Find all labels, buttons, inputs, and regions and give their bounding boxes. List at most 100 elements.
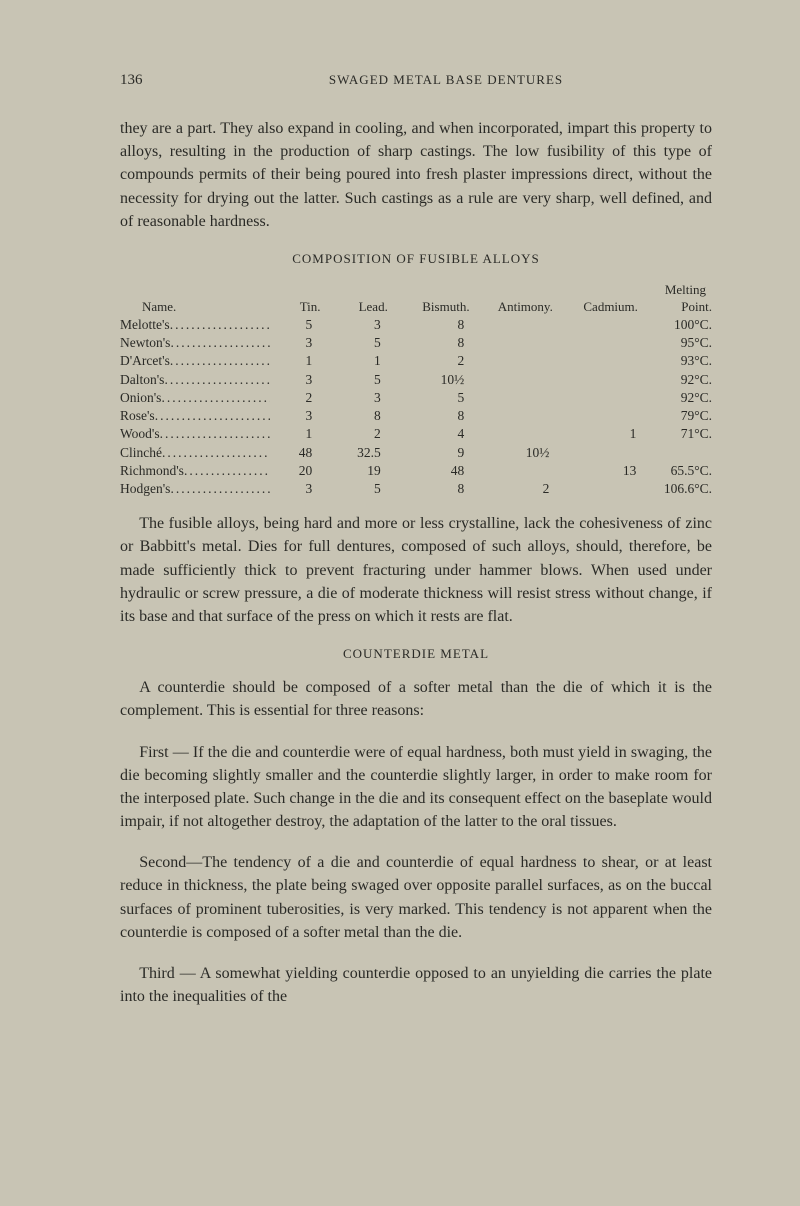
bismuth-value: 5: [395, 389, 474, 407]
alloy-name: Hodgen's ............................: [120, 480, 270, 498]
melting-point-value: [646, 444, 712, 462]
page-number: 136: [120, 72, 180, 89]
alloy-name: Newton's ............................: [120, 334, 270, 352]
melting-point-value: 92°C.: [646, 389, 712, 407]
tin-value: 1: [270, 352, 328, 370]
antimony-value: [474, 371, 559, 389]
alloy-name: Clinché ............................: [120, 444, 270, 462]
bismuth-value: 8: [395, 316, 474, 334]
col-header-cadmium: Cadmium.: [563, 298, 648, 316]
antimony-value: [474, 334, 559, 352]
col-header-bismuth: Bismuth.: [402, 298, 480, 316]
lead-value: 3: [328, 316, 395, 334]
table-title: COMPOSITION OF FUSIBLE ALLOYS: [120, 251, 712, 267]
lead-value: 5: [328, 334, 395, 352]
lead-value: 19: [328, 462, 395, 480]
antimony-value: 10½: [474, 444, 559, 462]
melting-point-value: 71°C.: [646, 425, 712, 443]
lead-value: 2: [328, 425, 395, 443]
bismuth-value: 8: [395, 407, 474, 425]
bismuth-value: 2: [395, 352, 474, 370]
lead-value: 8: [328, 407, 395, 425]
alloy-name: Dalton's ............................: [120, 371, 270, 389]
alloy-name: Melotte's ............................: [120, 316, 270, 334]
table-row: Wood's ............................12417…: [120, 425, 712, 443]
alloy-name: D'Arcet's ............................: [120, 352, 270, 370]
lead-value: 1: [328, 352, 395, 370]
paragraph-second: Second—The tendency of a die and counter…: [120, 851, 712, 944]
antimony-value: [474, 407, 559, 425]
cadmium-value: [559, 371, 646, 389]
lead-value: 32.5: [328, 444, 395, 462]
table-row: D'Arcet's ............................11…: [120, 352, 712, 370]
col-header-point: Point.: [648, 298, 712, 316]
paragraph-intro: they are a part. They also expand in coo…: [120, 117, 712, 233]
tin-value: 20: [270, 462, 328, 480]
table-row: Clinché ............................4832…: [120, 444, 712, 462]
tin-value: 1: [270, 425, 328, 443]
alloy-name: Wood's ............................: [120, 425, 270, 443]
table-row: Melotte's ............................53…: [120, 316, 712, 334]
col-header-tin: Tin.: [279, 298, 336, 316]
table-row: Dalton's ............................351…: [120, 371, 712, 389]
melting-point-value: 93°C.: [646, 352, 712, 370]
melting-point-value: 95°C.: [646, 334, 712, 352]
tin-value: 2: [270, 389, 328, 407]
antimony-value: [474, 462, 559, 480]
cadmium-value: 13: [559, 462, 646, 480]
bismuth-value: 10½: [395, 371, 474, 389]
table-row: Onion's ............................235 9…: [120, 389, 712, 407]
cadmium-value: [559, 389, 646, 407]
melting-point-value: 65.5°C.: [646, 462, 712, 480]
antimony-value: [474, 425, 559, 443]
composition-table: Melting Name. Tin. Lead. Bismuth. Antimo…: [120, 281, 712, 498]
bismuth-value: 9: [395, 444, 474, 462]
table-row: Hodgen's ............................358…: [120, 480, 712, 498]
antimony-value: [474, 352, 559, 370]
lead-value: 5: [328, 480, 395, 498]
tin-value: 48: [270, 444, 328, 462]
table-row: Newton's ............................358…: [120, 334, 712, 352]
paragraph-third: Third — A somewhat yielding counterdie o…: [120, 962, 712, 1008]
table-row: Rose's ............................38879…: [120, 407, 712, 425]
table-header-row: Name. Tin. Lead. Bismuth. Antimony. Cadm…: [120, 298, 712, 316]
page-header: 136 SWAGED METAL BASE DENTURES: [120, 72, 712, 89]
paragraph-fusible: The fusible alloys, being hard and more …: [120, 512, 712, 628]
cadmium-value: [559, 334, 646, 352]
tin-value: 3: [270, 334, 328, 352]
table-body: Melotte's ............................53…: [120, 316, 712, 498]
alloy-name: Richmond's ............................: [120, 462, 270, 480]
cadmium-value: [559, 407, 646, 425]
col-header-antimony: Antimony.: [480, 298, 563, 316]
bismuth-value: 48: [395, 462, 474, 480]
melting-header: Melting: [120, 281, 712, 299]
melting-point-value: 92°C.: [646, 371, 712, 389]
antimony-value: [474, 389, 559, 407]
running-head: SWAGED METAL BASE DENTURES: [180, 72, 712, 89]
lead-value: 3: [328, 389, 395, 407]
alloy-name: Onion's ............................: [120, 389, 270, 407]
melting-point-value: 106.6°C.: [646, 480, 712, 498]
paragraph-counterdie-intro: A counterdie should be composed of a sof…: [120, 676, 712, 722]
bismuth-value: 4: [395, 425, 474, 443]
tin-value: 5: [270, 316, 328, 334]
antimony-value: 2: [474, 480, 559, 498]
table-row: Richmond's ............................2…: [120, 462, 712, 480]
antimony-value: [474, 316, 559, 334]
tin-value: 3: [270, 407, 328, 425]
col-header-lead: Lead.: [337, 298, 402, 316]
col-header-name: Name.: [120, 298, 279, 316]
cadmium-value: [559, 352, 646, 370]
cadmium-value: [559, 316, 646, 334]
cadmium-value: 1: [559, 425, 646, 443]
alloy-name: Rose's ............................: [120, 407, 270, 425]
tin-value: 3: [270, 371, 328, 389]
bismuth-value: 8: [395, 334, 474, 352]
tin-value: 3: [270, 480, 328, 498]
cadmium-value: [559, 480, 646, 498]
lead-value: 5: [328, 371, 395, 389]
bismuth-value: 8: [395, 480, 474, 498]
counterdie-title: COUNTERDIE METAL: [120, 646, 712, 662]
melting-point-value: 79°C.: [646, 407, 712, 425]
page: 136 SWAGED METAL BASE DENTURES they are …: [0, 0, 800, 1066]
